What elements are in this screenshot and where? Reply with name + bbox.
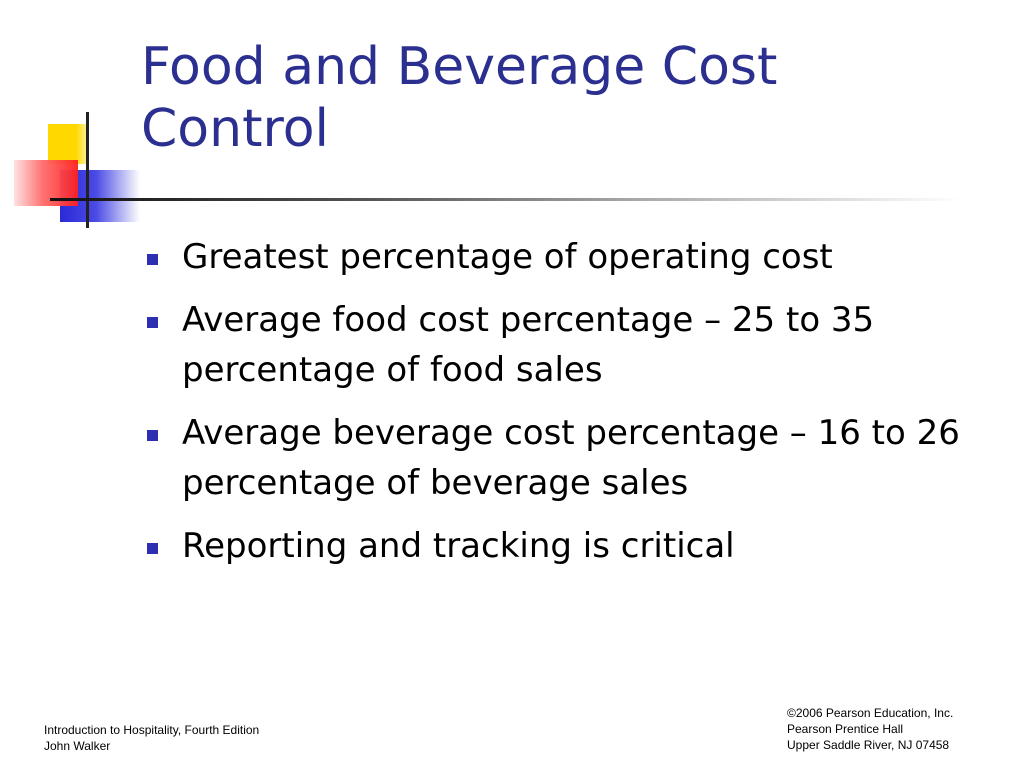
- footer-copyright: ©2006 Pearson Education, Inc. Pearson Pr…: [787, 705, 953, 753]
- footer-book-info: Introduction to Hospitality, Fourth Edit…: [44, 722, 259, 754]
- square-bullet-icon: [147, 543, 158, 554]
- bullet-item: Average food cost percentage – 25 to 35 …: [145, 295, 985, 395]
- slide-title: Food and Beverage Cost Control: [141, 37, 778, 159]
- bullet-item: Greatest percentage of operating cost: [145, 232, 985, 282]
- bullet-item: Average beverage cost percentage – 16 to…: [145, 408, 985, 508]
- bullet-list: Greatest percentage of operating cost Av…: [145, 232, 985, 584]
- footer-address: Upper Saddle River, NJ 07458: [787, 738, 950, 752]
- bullet-item: Reporting and tracking is critical: [145, 521, 985, 571]
- footer-author: John Walker: [44, 739, 111, 753]
- square-bullet-icon: [147, 254, 158, 265]
- bullet-text: Reporting and tracking is critical: [182, 526, 735, 566]
- title-underline-divider: [50, 198, 962, 201]
- yellow-square-decoration: [48, 124, 88, 164]
- square-bullet-icon: [147, 430, 158, 441]
- bullet-text: Average food cost percentage – 25 to 35 …: [182, 300, 875, 390]
- bullet-text: Average beverage cost percentage – 16 to…: [182, 413, 960, 503]
- square-bullet-icon: [147, 317, 158, 328]
- footer-copyright-line: ©2006 Pearson Education, Inc.: [787, 706, 954, 720]
- footer-book-title: Introduction to Hospitality, Fourth Edit…: [44, 723, 260, 737]
- bullet-text: Greatest percentage of operating cost: [182, 237, 833, 277]
- vertical-line-decoration: [86, 112, 89, 228]
- footer-publisher: Pearson Prentice Hall: [787, 722, 904, 736]
